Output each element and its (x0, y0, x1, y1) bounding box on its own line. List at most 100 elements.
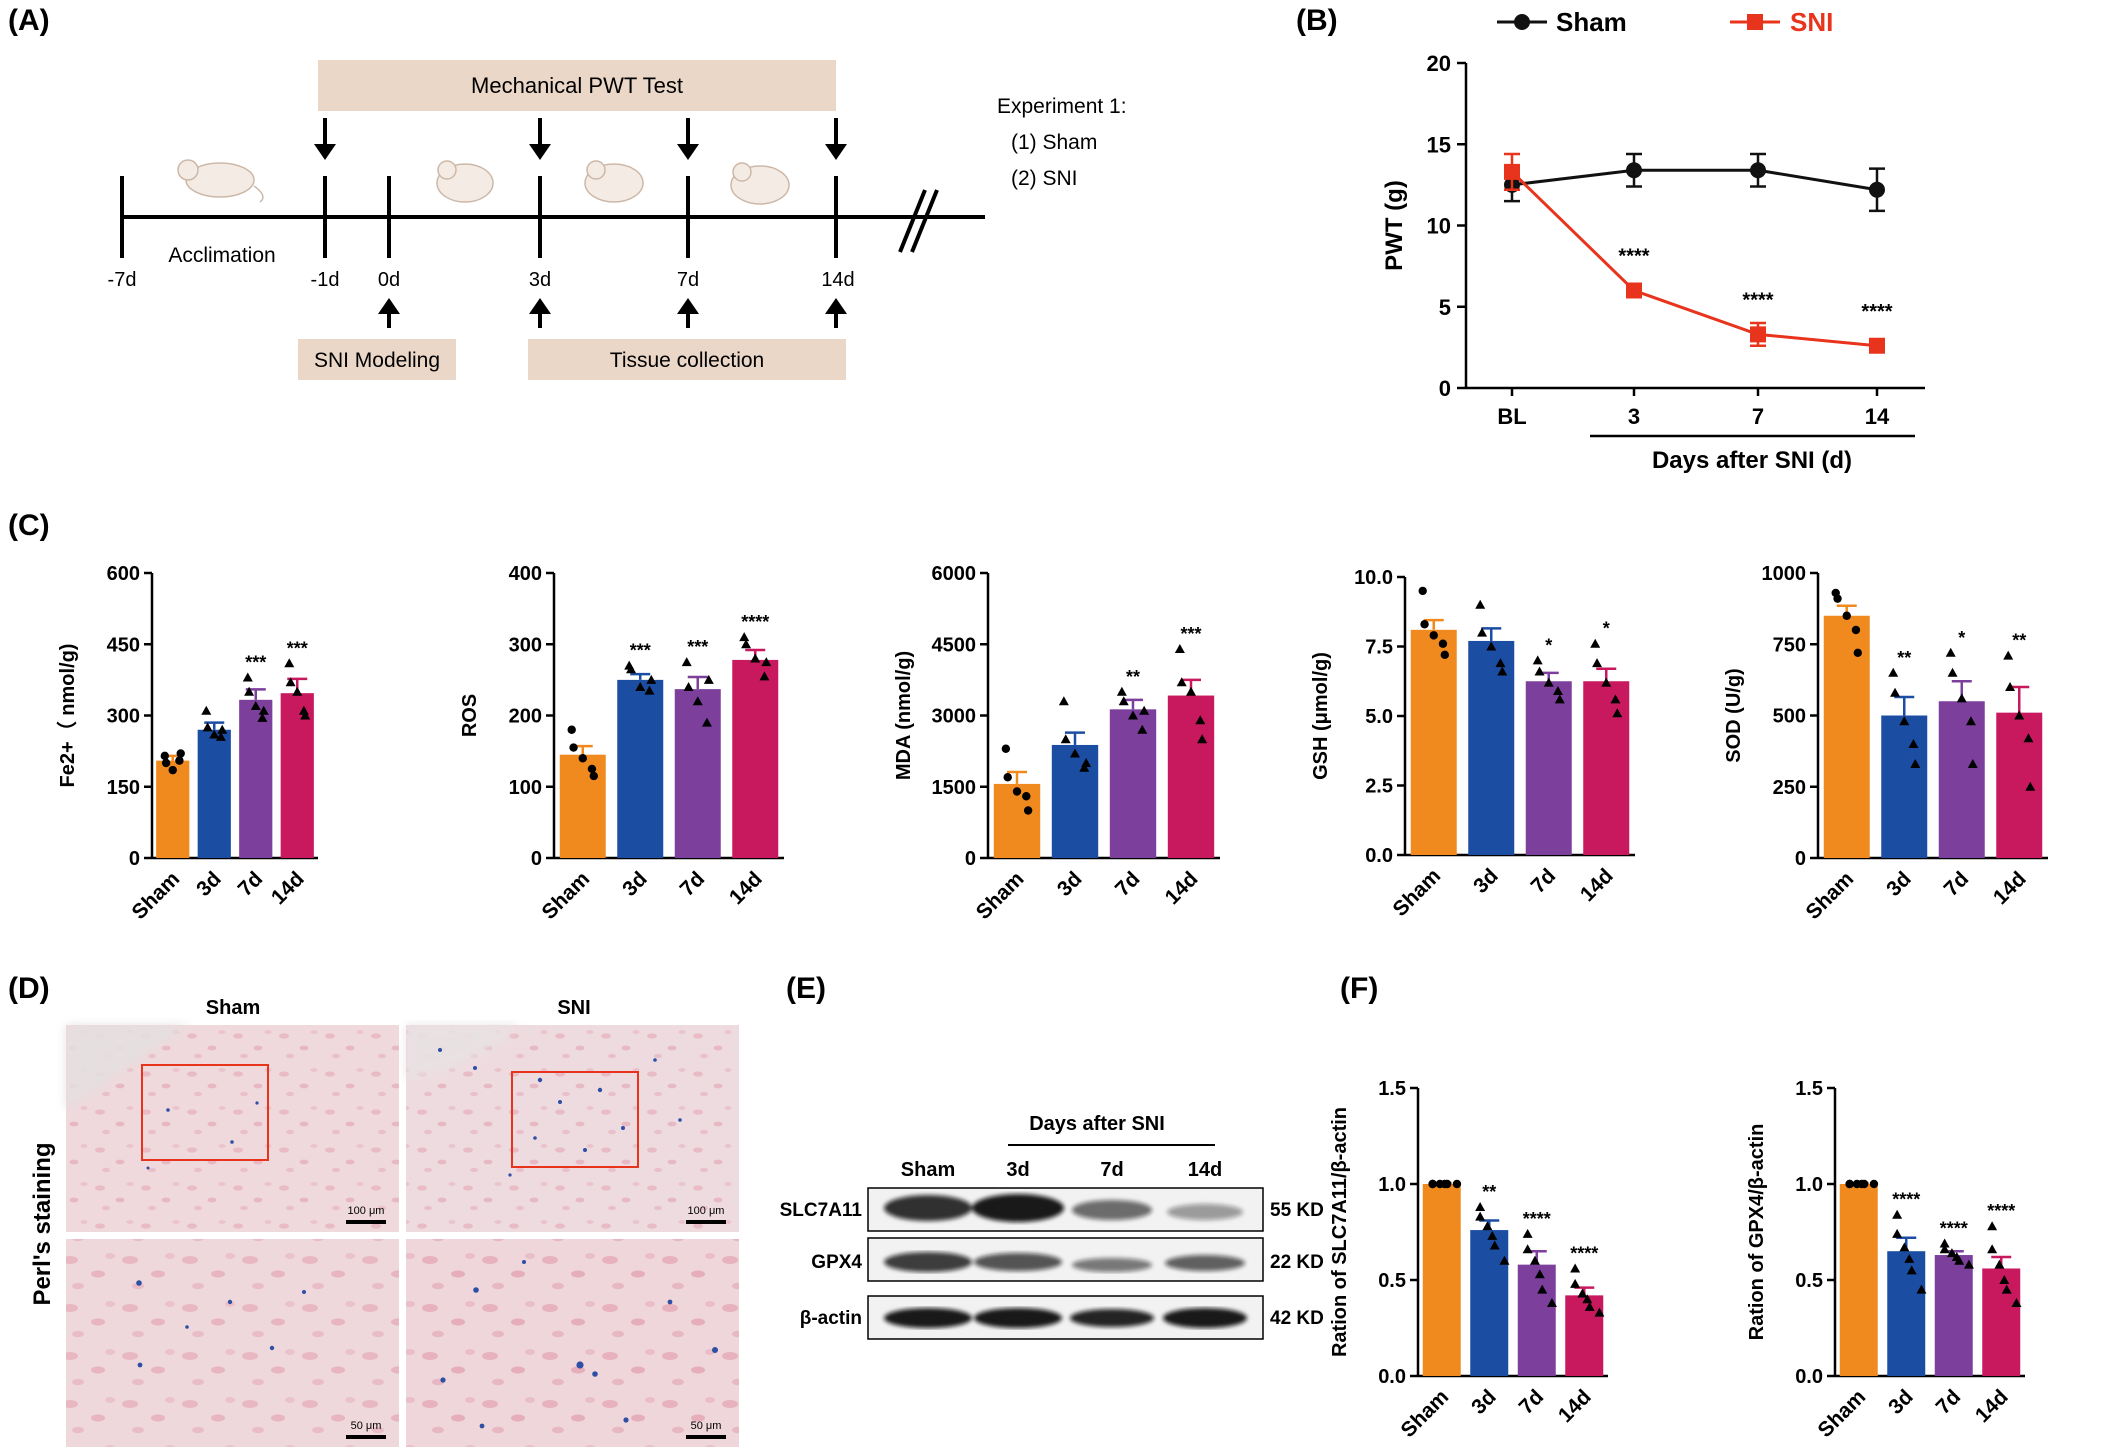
data-point (1023, 806, 1033, 815)
data-point (1945, 647, 1956, 657)
bar (1881, 715, 1928, 858)
data-point (1965, 716, 1976, 726)
significance-label: * (1545, 635, 1552, 655)
experiment-title: Experiment 1: (997, 95, 1127, 118)
y-tick-label: 0.0 (1378, 1366, 1406, 1388)
data-point (1582, 1294, 1593, 1304)
x-tick-label: 7 (1752, 404, 1764, 429)
x-tick-label: 7d (1111, 867, 1145, 901)
data-point (1947, 667, 1958, 677)
data-point (2025, 781, 2036, 791)
slc7a11-ratio-bar-chart: 0.0 0.5 1.0 1.5 Ration of SLC7A11/β-actin Sha… (1329, 1078, 1608, 1442)
panel-label-a: (A) (8, 4, 50, 37)
y-axis-label: Ration of GPX4/β-actin (1746, 1124, 1768, 1341)
y-tick-label: 750 (1773, 634, 1806, 656)
tissue-collection-box (528, 339, 846, 380)
mouse-icon (584, 160, 644, 203)
data-point (1495, 658, 1506, 668)
lane-label: 14d (1188, 1159, 1222, 1181)
data-point (635, 682, 646, 691)
data-point (1418, 586, 1427, 596)
x-tick-label: 7d (1940, 867, 1974, 901)
significance-label: ** (1126, 667, 1140, 687)
panel-label-d: (D) (8, 972, 50, 1005)
scale-bar-label: 100 μm (348, 1205, 385, 1217)
data-point (750, 653, 761, 663)
legend-marker-sham (1514, 14, 1530, 30)
data-point (244, 686, 255, 696)
y-tick-label: 0 (1795, 848, 1806, 870)
x-tick-label: Sham (1397, 1385, 1454, 1442)
x-tick-label: Sham (1802, 867, 1859, 924)
data-point (1001, 744, 1011, 753)
significance-label: *** (287, 638, 308, 658)
experiment-item: (2) SNI (1011, 167, 1078, 190)
panel-a: (A) Mechanical PWT Test -7d -1d 0d 3d 7d… (8, 4, 1127, 380)
sod-bar-chart: 0 250 500 750 1000 SOD (U/g) Sham ** 3d * 7d ** 14d (1723, 563, 2048, 924)
y-tick-label: 1000 (1762, 563, 1807, 585)
x-tick-label: Sham (538, 867, 595, 924)
legend: Sham SNI (1497, 7, 1833, 37)
data-point (1967, 758, 1978, 768)
data-point (1999, 1275, 2010, 1284)
data-point (1534, 1269, 1545, 1279)
data-point (644, 685, 655, 695)
data-point (1939, 1244, 1950, 1254)
x-tick-label: 3d (192, 867, 226, 901)
y-tick-label: 6000 (932, 563, 977, 585)
bar (1517, 1264, 1556, 1376)
data-point (2003, 650, 2014, 660)
data-point (209, 729, 220, 739)
y-tick-label: 100 (509, 777, 542, 799)
blot-band-beta-actin (867, 1295, 1264, 1340)
lane-label: 7d (1100, 1159, 1123, 1181)
bar (1996, 712, 2043, 858)
significance-label: ** (1482, 1182, 1496, 1202)
x-tick-label: 3d (1882, 867, 1916, 901)
data-point (1904, 1253, 1915, 1263)
data-point (1963, 1259, 1974, 1269)
tick-label: 14d (821, 269, 854, 291)
bar (1468, 640, 1515, 855)
data-point (759, 671, 770, 681)
micrograph-sham-high: 50 μm (66, 1239, 399, 1447)
bar (1470, 1230, 1509, 1376)
data-point (1956, 693, 1967, 703)
data-point (1443, 1179, 1452, 1189)
data-point (1833, 594, 1842, 603)
bar (197, 729, 231, 858)
bar (1938, 701, 1985, 858)
data-point (1910, 758, 1921, 768)
data-point (1626, 162, 1642, 179)
significance-label: *** (630, 641, 651, 661)
data-point (175, 756, 184, 765)
y-tick-label: 300 (107, 706, 140, 728)
zoom-region (511, 1071, 639, 1168)
x-tick-label: 3d (1467, 1385, 1501, 1419)
x-tick-label: 7d (1515, 1385, 1549, 1419)
data-point (589, 771, 598, 781)
bar (1410, 629, 1457, 855)
series-line (1511, 168, 1878, 192)
data-point (1420, 620, 1429, 629)
tick-label: -1d (311, 269, 340, 291)
bar (1934, 1255, 1973, 1376)
data-point (1487, 1230, 1498, 1240)
data-point (1070, 748, 1080, 758)
bar (559, 754, 606, 858)
data-point (1522, 1244, 1533, 1254)
data-point (1954, 1255, 1965, 1265)
panel-b: (B) Sham SNI 0 5 10 15 20 BL 3 7 14 Days after SN… (1296, 4, 1925, 474)
data-point (1888, 667, 1899, 677)
sni-modeling-label: SNI Modeling (314, 349, 440, 372)
data-point (1118, 696, 1129, 706)
significance-label: **** (1940, 1219, 1968, 1239)
y-tick-label: 0.5 (1378, 1270, 1406, 1292)
data-point (258, 705, 269, 715)
significance-label: **** (1892, 1190, 1920, 1210)
data-point (1906, 1265, 1917, 1275)
data-point (1486, 641, 1497, 651)
legend-marker-sni (1747, 14, 1763, 30)
x-tick-label: 14d (1161, 867, 1203, 909)
